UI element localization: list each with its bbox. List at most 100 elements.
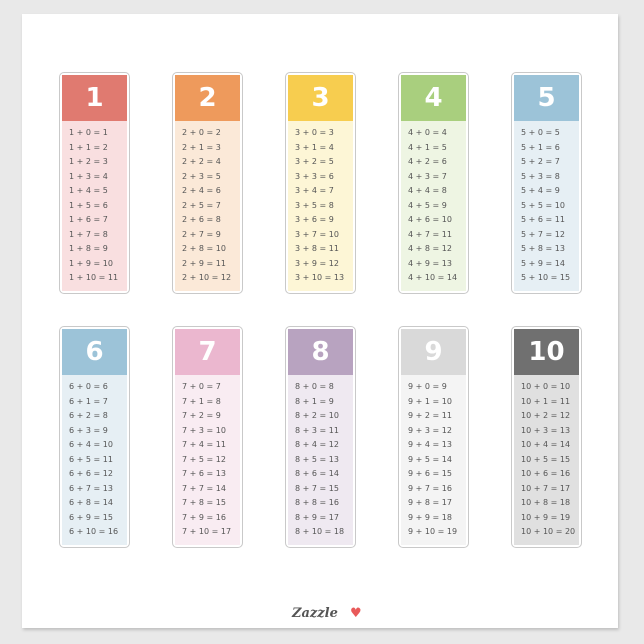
equation: 8 + 8 = 16 <box>295 498 339 507</box>
equation: 8 + 0 = 8 <box>295 382 334 391</box>
addition-sticker-9: 9 9 + 0 = 9 9 + 1 = 10 9 + 2 = 11 9 + 3 = 12… <box>398 326 469 548</box>
equation: 4 + 7 = 11 <box>408 229 452 239</box>
sticker-number: 8 <box>288 329 353 375</box>
sticker-number: 2 <box>175 75 240 121</box>
equation: 1 + 5 = 6 <box>69 200 108 210</box>
equation: 1 + 10 = 11 <box>69 273 119 282</box>
equation: 5 + 7 = 12 <box>521 229 565 239</box>
equation-list: 9 + 0 = 9 9 + 1 = 10 9 + 2 = 11 9 + 3 = 12 9… <box>401 375 466 545</box>
equation: 1 + 7 = 8 <box>69 229 108 239</box>
equation: 8 + 3 = 11 <box>295 425 339 435</box>
equation-list: 8 + 0 = 8 8 + 1 = 9 8 + 2 = 10 8 + 3 = 11 8 … <box>288 375 353 545</box>
equation: 8 + 7 = 15 <box>295 483 339 493</box>
equation: 5 + 5 = 10 <box>521 200 565 210</box>
equation: 2 + 8 = 10 <box>182 244 226 253</box>
equation: 1 + 8 = 9 <box>69 244 108 253</box>
equation: 9 + 5 = 14 <box>408 454 452 464</box>
equation: 1 + 0 = 1 <box>69 128 108 137</box>
sticker-number: 3 <box>288 75 353 121</box>
equation: 5 + 10 = 15 <box>521 273 571 282</box>
equation: 7 + 4 = 11 <box>182 440 226 449</box>
equation: 2 + 10 = 12 <box>182 273 232 282</box>
equation-list: 5 + 0 = 5 5 + 1 = 6 5 + 2 = 7 5 + 3 = 8 5 + … <box>514 121 579 291</box>
equation: 7 + 1 = 8 <box>182 396 221 406</box>
equation: 9 + 1 = 10 <box>408 396 452 406</box>
equation: 7 + 2 = 9 <box>182 411 221 420</box>
equation: 6 + 1 = 7 <box>69 396 108 406</box>
equation: 4 + 6 = 10 <box>408 215 452 224</box>
equation: 8 + 4 = 12 <box>295 440 339 449</box>
equation: 8 + 9 = 17 <box>295 512 339 522</box>
equation: 7 + 8 = 15 <box>182 498 226 507</box>
equation: 5 + 9 = 14 <box>521 258 565 268</box>
equation-list: 10 + 0 = 10 10 + 1 = 11 10 + 2 = 12 10 + 3 … <box>514 375 579 545</box>
equation: 9 + 8 = 17 <box>408 498 452 507</box>
equation: 4 + 2 = 6 <box>408 157 447 166</box>
equation: 5 + 0 = 5 <box>521 128 560 137</box>
equation: 3 + 3 = 6 <box>295 171 334 181</box>
equation: 7 + 3 = 10 <box>182 425 226 435</box>
equation: 6 + 5 = 11 <box>69 454 113 464</box>
equation: 9 + 2 = 11 <box>408 411 452 420</box>
equation: 6 + 10 = 16 <box>69 527 119 536</box>
equation: 4 + 3 = 7 <box>408 171 447 181</box>
equation: 1 + 2 = 3 <box>69 157 108 166</box>
equation: 3 + 5 = 8 <box>295 200 334 210</box>
equation: 9 + 9 = 18 <box>408 512 452 522</box>
equation: 1 + 3 = 4 <box>69 171 108 181</box>
equation: 4 + 1 = 5 <box>408 142 447 152</box>
equation: 2 + 5 = 7 <box>182 200 221 210</box>
equation: 2 + 9 = 11 <box>182 258 226 268</box>
equation: 2 + 0 = 2 <box>182 128 221 137</box>
equation: 6 + 2 = 8 <box>69 411 108 420</box>
equation: 6 + 9 = 15 <box>69 512 113 522</box>
equation: 3 + 7 = 10 <box>295 229 339 239</box>
equation: 10 + 0 = 10 <box>521 382 571 391</box>
equation: 3 + 9 = 12 <box>295 258 339 268</box>
equation-list: 3 + 0 = 3 3 + 1 = 4 3 + 2 = 5 3 + 3 = 6 3 + … <box>288 121 353 291</box>
equation: 10 + 9 = 19 <box>521 512 571 522</box>
equation: 6 + 4 = 10 <box>69 440 113 449</box>
sticker-number: 9 <box>401 329 466 375</box>
equation: 9 + 10 = 19 <box>408 527 458 536</box>
equation: 7 + 5 = 12 <box>182 454 226 464</box>
equation: 10 + 3 = 13 <box>521 425 571 435</box>
equation: 6 + 7 = 13 <box>69 483 113 493</box>
equation: 3 + 2 = 5 <box>295 157 334 166</box>
equation: 5 + 4 = 9 <box>521 186 560 195</box>
equation-list: 1 + 0 = 1 1 + 1 = 2 1 + 2 = 3 1 + 3 = 4 1 + … <box>62 121 127 291</box>
equation: 5 + 6 = 11 <box>521 215 565 224</box>
equation: 1 + 6 = 7 <box>69 215 108 224</box>
equation: 10 + 1 = 11 <box>521 396 571 406</box>
equation: 6 + 3 = 9 <box>69 425 108 435</box>
sticker-number: 7 <box>175 329 240 375</box>
equation: 10 + 7 = 17 <box>521 483 571 493</box>
sticker-number: 1 <box>62 75 127 121</box>
equation: 9 + 6 = 15 <box>408 469 452 478</box>
equation: 5 + 1 = 6 <box>521 142 560 152</box>
equation: 8 + 10 = 18 <box>295 527 345 536</box>
equation: 10 + 10 = 20 <box>521 527 576 536</box>
equation: 4 + 4 = 8 <box>408 186 447 195</box>
equation: 3 + 4 = 7 <box>295 186 334 195</box>
equation: 3 + 6 = 9 <box>295 215 334 224</box>
equation: 7 + 10 = 17 <box>182 527 232 536</box>
heart-icon: ♥ <box>350 606 362 621</box>
equation: 7 + 6 = 13 <box>182 469 226 478</box>
equation: 10 + 5 = 15 <box>521 454 571 464</box>
addition-sticker-10: 10 10 + 0 = 10 10 + 1 = 11 10 + 2 = 12 10 + … <box>511 326 582 548</box>
equation: 10 + 6 = 16 <box>521 469 571 478</box>
equation: 5 + 8 = 13 <box>521 244 565 253</box>
equation: 2 + 4 = 6 <box>182 186 221 195</box>
equation: 5 + 2 = 7 <box>521 157 560 166</box>
equation: 2 + 2 = 4 <box>182 157 221 166</box>
equation: 6 + 8 = 14 <box>69 498 113 507</box>
equation: 8 + 5 = 13 <box>295 454 339 464</box>
